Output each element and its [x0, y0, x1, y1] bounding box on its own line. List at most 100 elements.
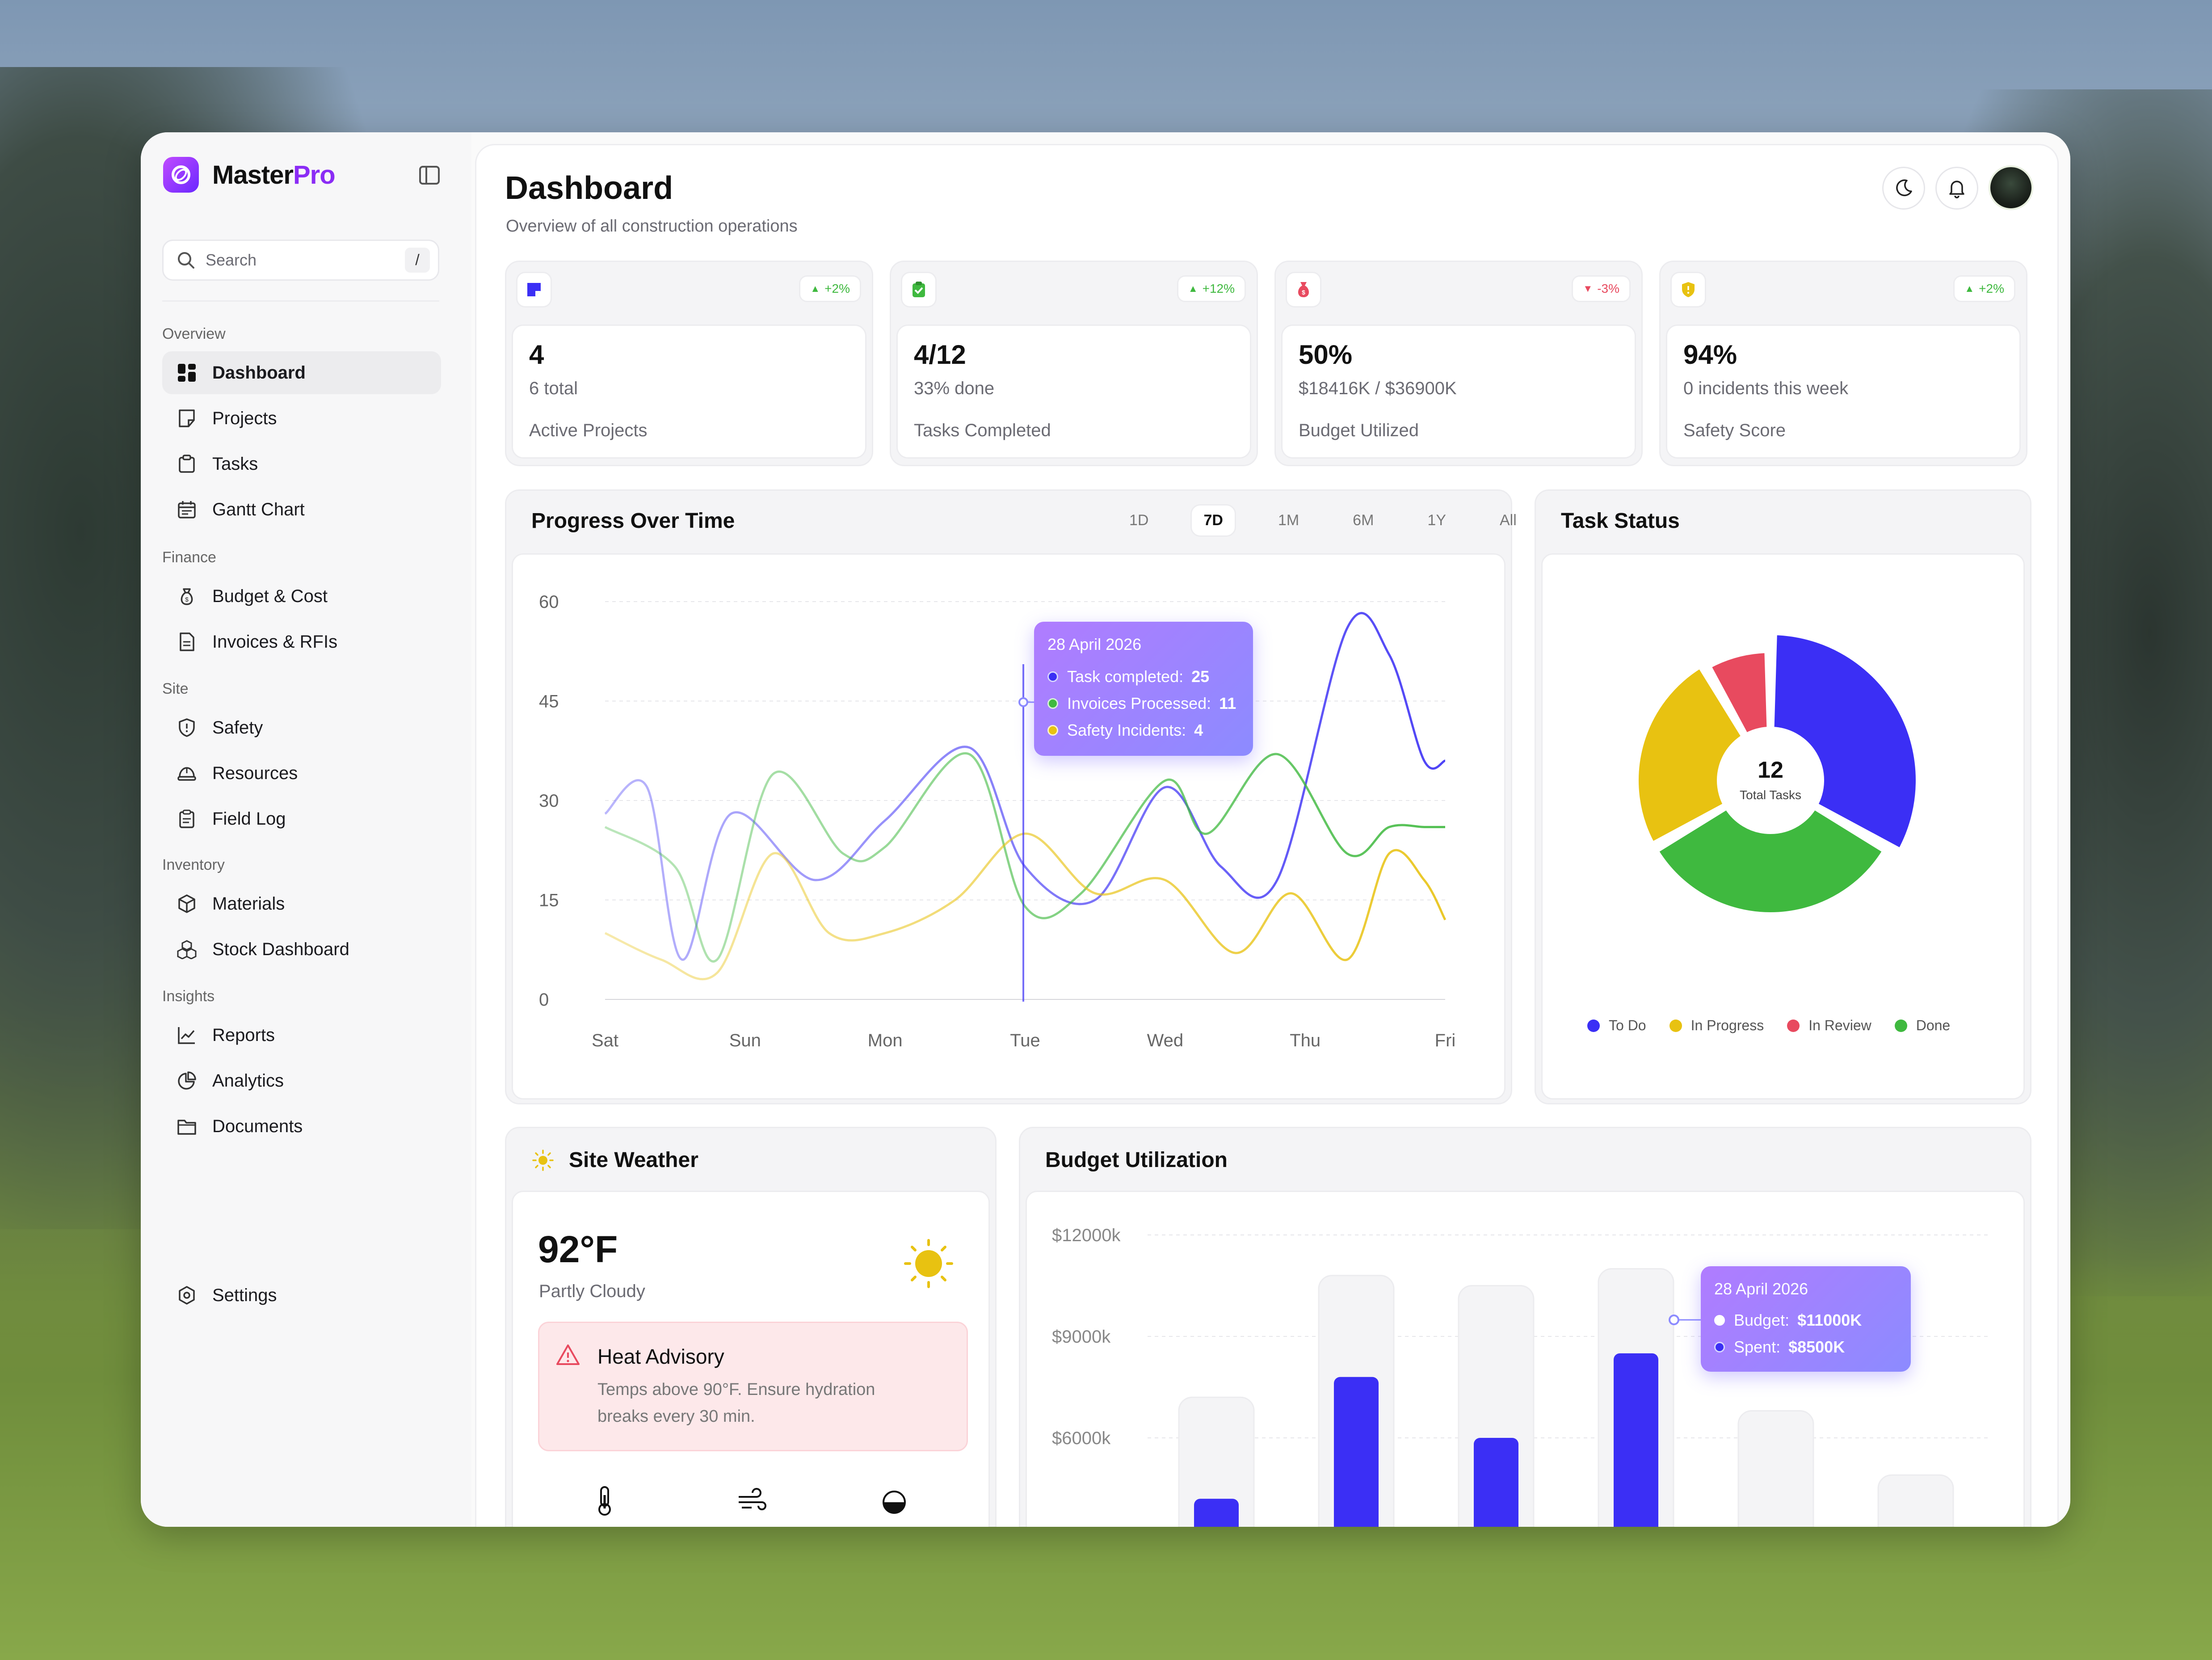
progress-tooltip: 28 April 2026 Task completed: 25 Invoices… [1034, 622, 1253, 756]
task-status-legend: To Do In Progress In Review Done [1587, 1017, 1973, 1034]
progress-line-chart: 0 15 30 45 60 Sat Sun Mon Tue Wed Thu Fri [539, 592, 1455, 1050]
sidebar-item-safety[interactable]: Safety [162, 706, 441, 749]
sidebar-item-label: Reports [212, 1025, 275, 1045]
range-selector: 1D 7D 1M 6M 1Y All [1087, 504, 1528, 537]
weather-title: Site Weather [569, 1148, 698, 1172]
sidebar-item-tasks[interactable]: Tasks [162, 442, 441, 485]
y-tick-label: $12000k [1052, 1226, 1121, 1245]
clipboard-check-icon [901, 272, 937, 308]
sidebar-divider [162, 300, 439, 302]
section-label-site: Site [162, 680, 189, 697]
change-badge: ▲ +2% [799, 275, 861, 302]
sidebar-item-documents[interactable]: Documents [162, 1105, 441, 1148]
budget-bar-chart: $12000k $9000k $6000k [1052, 1226, 1988, 1527]
budget-title: Budget Utilization [1045, 1148, 1228, 1172]
range-7d[interactable]: 7D [1190, 504, 1236, 537]
search-placeholder: Search [206, 251, 257, 269]
stat-card-budget-utilized[interactable]: $ ▼ -3% 50% $18416K / $36900K Budget Util… [1274, 261, 1643, 466]
tooltip-row-safety: Safety Incidents: 4 [1047, 721, 1203, 740]
sidebar-item-gantt-chart[interactable]: Gantt Chart [162, 488, 441, 531]
legend-item-done: Done [1894, 1017, 1950, 1034]
sidebar-item-label: Stock Dashboard [212, 939, 349, 959]
progress-title: Progress Over Time [531, 509, 735, 533]
shield-icon [1670, 272, 1706, 308]
stat-sub: $18416K / $36900K [1299, 379, 1457, 398]
sidebar-item-label: Invoices & RFIs [212, 632, 338, 652]
stat-label: Budget Utilized [1299, 421, 1419, 440]
x-tick-label: Wed [1147, 1031, 1184, 1050]
tooltip-date: 28 April 2026 [1047, 635, 1142, 653]
spent-bar [1614, 1353, 1658, 1527]
section-label-insights: Insights [162, 988, 215, 1005]
stat-label: Safety Score [1683, 421, 1786, 440]
range-1m[interactable]: 1M [1278, 511, 1299, 529]
sidebar-item-analytics[interactable]: Analytics [162, 1059, 441, 1102]
section-label-overview: Overview [162, 325, 226, 342]
clipboard-icon [176, 453, 198, 475]
gear-icon [176, 1284, 198, 1306]
series-line-task-completed [604, 612, 1446, 961]
task-status-donut-chart: 12 Total Tasks [1634, 631, 1920, 917]
donut-slice-to-do [1770, 631, 1920, 853]
search-input[interactable]: Search / [162, 240, 439, 281]
range-1d[interactable]: 1D [1129, 511, 1149, 529]
y-tick-label: $6000k [1052, 1428, 1111, 1448]
boxes-icon [176, 938, 198, 961]
brand-name: Master [212, 160, 294, 190]
sidebar-item-reports[interactable]: Reports [162, 1014, 441, 1057]
stat-sub: 0 incidents this week [1683, 379, 1849, 398]
stat-label: Active Projects [529, 421, 648, 440]
legend-item-in-review: In Review [1787, 1017, 1871, 1034]
app-window: MasterPro Search / Overview Dashboard Pr… [141, 132, 2070, 1527]
range-6m[interactable]: 6M [1353, 511, 1374, 529]
stat-value: 94% [1683, 340, 1737, 370]
legend-item-in-progress: In Progress [1669, 1017, 1764, 1034]
brand-accent: Pro [293, 160, 336, 190]
sidebar-item-label: Dashboard [212, 362, 306, 383]
notifications-button[interactable] [1935, 167, 1978, 210]
sidebar-item-label: Documents [212, 1116, 303, 1136]
budget-bar [1877, 1474, 1954, 1527]
change-badge: ▼ -3% [1572, 275, 1631, 302]
sidebar-item-resources[interactable]: Resources [162, 752, 441, 795]
search-icon [178, 252, 194, 269]
search-shortcut: / [405, 248, 430, 273]
sidebar-item-budget-cost[interactable]: $ Budget & Cost [162, 575, 441, 618]
budget-plot-area: $12000k $9000k $6000k 28 April 2026 Budget… [1026, 1191, 2025, 1527]
stat-value: 4/12 [914, 340, 966, 370]
spent-bar [1474, 1438, 1518, 1527]
x-tick-label: Thu [1290, 1031, 1320, 1050]
sun-small-icon [532, 1150, 554, 1171]
range-1y[interactable]: 1Y [1427, 511, 1446, 529]
sidebar-item-settings[interactable]: Settings [162, 1274, 441, 1317]
sidebar-item-dashboard[interactable]: Dashboard [162, 351, 441, 394]
sidebar-item-invoices-rfis[interactable]: Invoices & RFIs [162, 620, 441, 663]
sidebar-item-projects[interactable]: Projects [162, 397, 441, 440]
sidebar-item-field-log[interactable]: Field Log [162, 797, 441, 840]
sidebar-item-materials[interactable]: Materials [162, 882, 441, 925]
donut-center-label: Total Tasks [1740, 788, 1801, 802]
range-all[interactable]: All [1500, 511, 1517, 529]
budget-card: Budget Utilization $12000k $9000k $6000k 2… [1019, 1127, 2031, 1527]
stat-sub: 33% done [914, 379, 995, 398]
sidebar-item-stock-dashboard[interactable]: Stock Dashboard [162, 928, 441, 971]
sidebar-item-label: Budget & Cost [212, 586, 328, 606]
stat-sub: 6 total [529, 379, 578, 398]
theme-toggle-button[interactable] [1882, 167, 1925, 210]
trend-up-icon: ▲ [1964, 283, 1975, 294]
brand-logo[interactable]: MasterPro [163, 157, 336, 193]
sidebar-item-label: Projects [212, 408, 277, 428]
droplet-icon [883, 1491, 906, 1514]
folder-icon [176, 1115, 198, 1138]
stat-value: 50% [1299, 340, 1353, 370]
stat-card-active-projects[interactable]: ▲ +2% 4 6 total Active Projects [505, 261, 873, 466]
sidebar-toggle-icon[interactable] [418, 164, 441, 187]
advisory-title: Heat Advisory [597, 1345, 724, 1368]
avatar[interactable] [1989, 165, 2033, 210]
stat-card-safety-score[interactable]: ▲ +2% 94% 0 incidents this week Safety Sc… [1659, 261, 2027, 466]
donut-slice-done [1654, 805, 1887, 917]
clipboard-list-icon [176, 808, 198, 830]
svg-text:$: $ [1302, 289, 1305, 296]
note-icon [176, 407, 198, 430]
stat-card-tasks-completed[interactable]: ▲ +12% 4/12 33% done Tasks Completed [890, 261, 1258, 466]
